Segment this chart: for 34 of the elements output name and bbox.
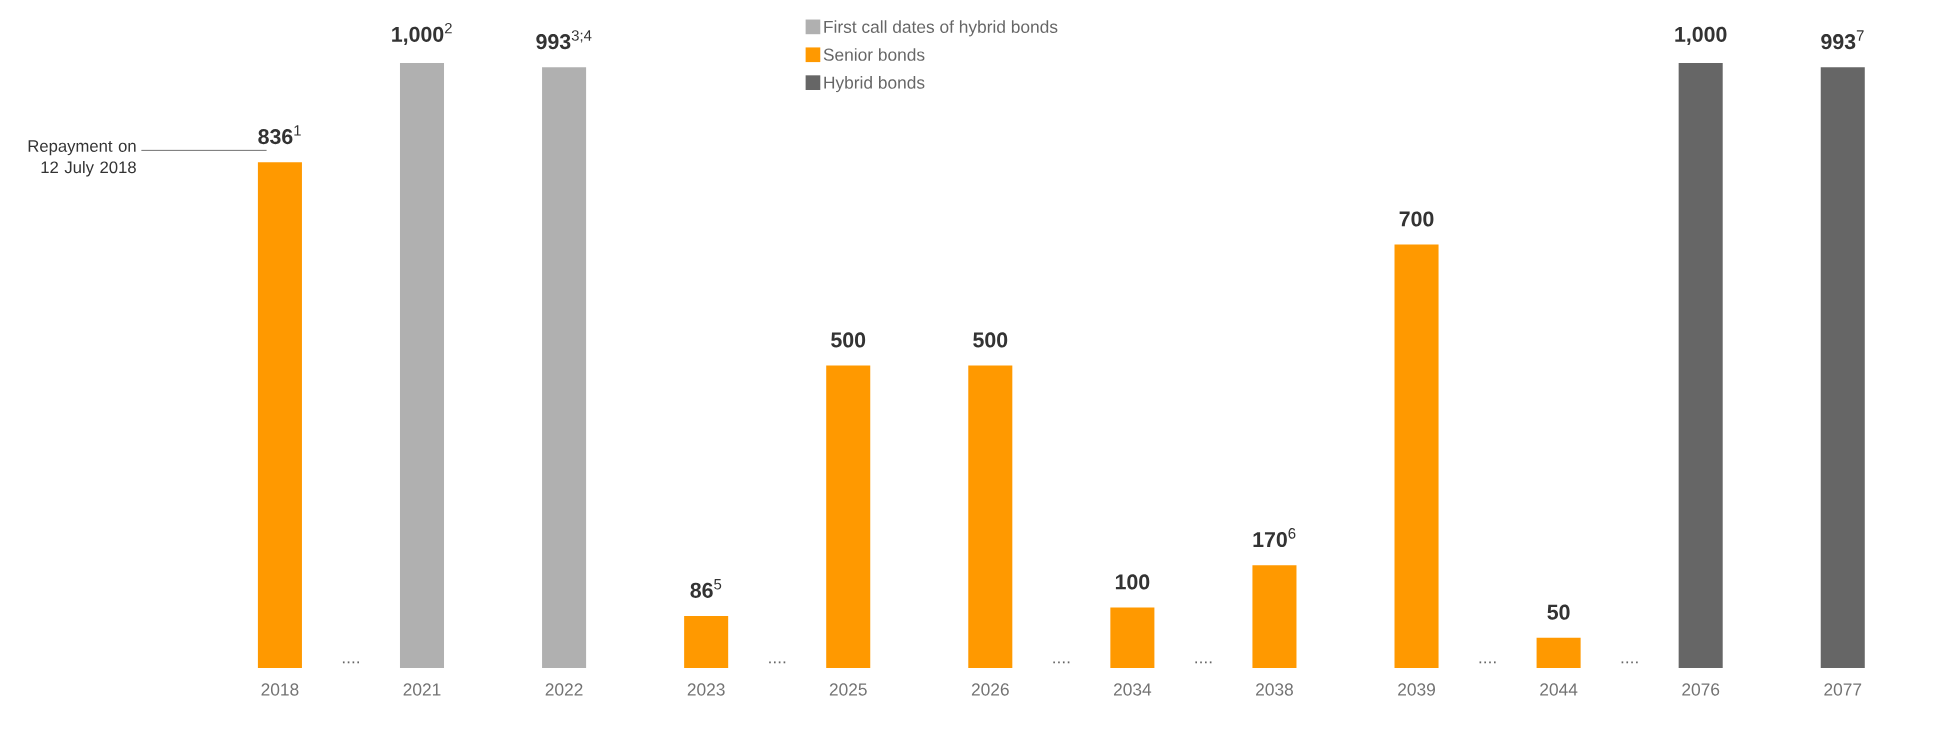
data-label: 1,000$^{2}$ (392, 22, 452, 45)
data-label: 836$^{1}$ (258, 125, 301, 145)
x-tick-label: .... (1053, 661, 1070, 664)
data-label: 500 (831, 332, 866, 348)
x-tick-label: 2039 (1398, 683, 1435, 696)
x-tick-label: 2021 (403, 683, 441, 696)
legend-label: Senior bonds (823, 48, 925, 61)
x-tick-label: 2026 (971, 683, 1009, 696)
data-label: 1,000 (1675, 26, 1727, 45)
data-label: 170$^{6}$ (1253, 528, 1296, 548)
x-tick-label: .... (1621, 661, 1638, 664)
data-label: 50 (1547, 604, 1570, 620)
x-tick-label: 2018 (261, 683, 299, 696)
data-label: 993$^{3;4}$ (536, 30, 592, 50)
x-tick-label: .... (1479, 661, 1496, 664)
legend-label: Hybrid bonds (824, 76, 925, 93)
x-tick-label: .... (1195, 661, 1212, 664)
text: Repayment on 12 July 2018 (28, 140, 136, 177)
data-label: 86$^{5}$ (690, 579, 722, 598)
x-tick-label: 2038 (1256, 683, 1293, 696)
x-tick-label: 2025 (829, 683, 867, 696)
x-tick-label: 2076 (1682, 683, 1720, 696)
x-tick-label: .... (342, 661, 360, 664)
x-tick-label: 2044 (1540, 683, 1578, 696)
x-tick-label: 2022 (545, 683, 583, 696)
data-label: 993$^{7}$ (1821, 30, 1864, 50)
data-label: 700 (1399, 211, 1434, 227)
legend-label: First call dates of hybrid bonds (824, 20, 1058, 37)
x-tick-label: 2077 (1824, 683, 1862, 696)
x-tick-label: 2034 (1113, 683, 1152, 696)
data-label: 500 (973, 332, 1008, 348)
x-tick-label: 2023 (687, 683, 725, 696)
data-label: 100 (1115, 574, 1150, 590)
x-tick-label: .... (769, 661, 786, 664)
